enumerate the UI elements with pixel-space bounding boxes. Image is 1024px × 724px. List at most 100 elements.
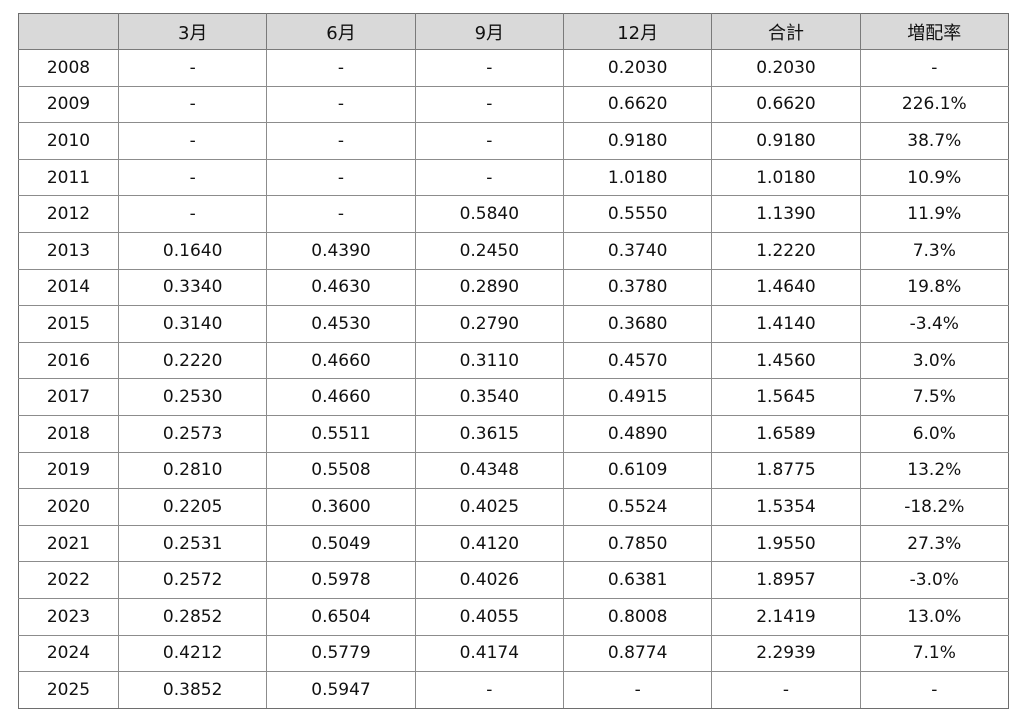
growth-rate-cell: 38.7% xyxy=(859,122,1009,160)
june-cell: - xyxy=(266,122,416,160)
march-cell: 0.2573 xyxy=(117,414,268,453)
june-cell: 0.4630 xyxy=(266,268,416,307)
table-row: 2020 0.2205 0.3600 0.4025 0.5524 1.5354 -18.2% xyxy=(18,488,1009,526)
june-cell: 0.4660 xyxy=(266,341,416,380)
year-cell: 2013 xyxy=(18,231,119,270)
growth-rate-cell: 7.5% xyxy=(859,378,1009,416)
september-cell: - xyxy=(414,158,564,197)
table-row: 2011- - -1.0180 1.0180 10.9% xyxy=(18,158,1009,197)
march-cell: 0.3340 xyxy=(117,268,268,307)
year-cell: 2017 xyxy=(18,378,119,416)
june-cell: - xyxy=(266,85,416,124)
september-cell: 0.3615 xyxy=(414,414,564,453)
total-cell: 1.9550 xyxy=(711,524,861,563)
march-cell: - xyxy=(117,122,268,160)
june-cell: 0.5511 xyxy=(266,414,416,453)
table-row: 2021 0.2531 0.5049 0.4120 0.7850 1.9550 27.3% xyxy=(18,524,1009,563)
growth-rate-cell: - xyxy=(859,671,1009,709)
march-cell: 0.2531 xyxy=(117,524,268,563)
growth-rate-cell: -3.4% xyxy=(859,305,1009,343)
december-cell: 0.6620 xyxy=(562,85,713,124)
header-row: 3月 6月 9月 12月 合計 増配率 xyxy=(18,13,1009,50)
table-body: 2008- - -0.2030 0.2030-2009- - -0.6620 0.6620 2… xyxy=(18,49,1009,709)
growth-rate-cell: 7.3% xyxy=(859,231,1009,270)
september-cell: 0.4026 xyxy=(414,561,564,599)
june-cell: 0.6504 xyxy=(266,597,416,636)
june-cell: 0.5779 xyxy=(266,634,416,673)
march-cell: 0.3852 xyxy=(117,671,268,709)
june-cell: - xyxy=(266,49,416,87)
september-cell: 0.3540 xyxy=(414,378,564,416)
september-cell: 0.4174 xyxy=(414,634,564,673)
september-cell: - xyxy=(414,85,564,124)
total-cell: 0.6620 xyxy=(711,85,861,124)
september-cell: 0.2450 xyxy=(414,231,564,270)
growth-rate-cell: 7.1% xyxy=(859,634,1009,673)
total-cell: 1.4560 xyxy=(711,341,861,380)
september-cell: 0.2890 xyxy=(414,268,564,307)
growth-rate-cell: 11.9% xyxy=(859,195,1009,233)
table-row: 2025 0.3852 0.5947- - - - xyxy=(18,671,1009,709)
december-cell: 0.5524 xyxy=(562,488,713,526)
year-cell: 2024 xyxy=(18,634,119,673)
year-cell: 2019 xyxy=(18,451,119,490)
september-cell: 0.4025 xyxy=(414,488,564,526)
header-june: 6月 xyxy=(266,13,416,50)
total-cell: 1.5645 xyxy=(711,378,861,416)
table-row: 2019 0.2810 0.5508 0.4348 0.6109 1.8775 13.2% xyxy=(18,451,1009,490)
june-cell: 0.5049 xyxy=(266,524,416,563)
growth-rate-cell: 13.0% xyxy=(859,597,1009,636)
growth-rate-cell: 10.9% xyxy=(859,158,1009,197)
table-row: 2022 0.2572 0.5978 0.4026 0.6381 1.8957 -3.0% xyxy=(18,561,1009,599)
december-cell: 0.4570 xyxy=(562,341,713,380)
march-cell: 0.2205 xyxy=(117,488,268,526)
growth-rate-cell: 27.3% xyxy=(859,524,1009,563)
september-cell: 0.4055 xyxy=(414,597,564,636)
march-cell: 0.2220 xyxy=(117,341,268,380)
december-cell: - xyxy=(562,671,713,709)
growth-rate-cell: 3.0% xyxy=(859,341,1009,380)
december-cell: 1.0180 xyxy=(562,158,713,197)
growth-rate-cell: 226.1% xyxy=(859,85,1009,124)
september-cell: - xyxy=(414,671,564,709)
march-cell: 0.2572 xyxy=(117,561,268,599)
june-cell: 0.4530 xyxy=(266,305,416,343)
year-cell: 2011 xyxy=(18,158,119,197)
growth-rate-cell: -3.0% xyxy=(859,561,1009,599)
december-cell: 0.4890 xyxy=(562,414,713,453)
december-cell: 0.7850 xyxy=(562,524,713,563)
year-cell: 2009 xyxy=(18,85,119,124)
march-cell: - xyxy=(117,195,268,233)
total-cell: 1.4140 xyxy=(711,305,861,343)
march-cell: 0.4212 xyxy=(117,634,268,673)
march-cell: - xyxy=(117,85,268,124)
december-cell: 0.3740 xyxy=(562,231,713,270)
table-row: 2024 0.4212 0.5779 0.4174 0.8774 2.2939 7.1% xyxy=(18,634,1009,673)
dividend-table: 3月 6月 9月 12月 合計 増配率 2008- - -0.2030 0.2030-… xyxy=(18,13,1009,709)
september-cell: 0.4348 xyxy=(414,451,564,490)
june-cell: - xyxy=(266,195,416,233)
table-row: 2013 0.1640 0.4390 0.2450 0.3740 1.2220 7.3% xyxy=(18,231,1009,270)
december-cell: 0.2030 xyxy=(562,49,713,87)
header-december: 12月 xyxy=(562,13,713,50)
growth-rate-cell: -18.2% xyxy=(859,488,1009,526)
total-cell: 2.1419 xyxy=(711,597,861,636)
year-cell: 2014 xyxy=(18,268,119,307)
june-cell: 0.3600 xyxy=(266,488,416,526)
year-cell: 2022 xyxy=(18,561,119,599)
table-row: 2015 0.3140 0.4530 0.2790 0.3680 1.4140 -3.4% xyxy=(18,305,1009,343)
header-total: 合計 xyxy=(711,13,861,50)
total-cell: 1.0180 xyxy=(711,158,861,197)
june-cell: 0.4660 xyxy=(266,378,416,416)
june-cell: 0.4390 xyxy=(266,231,416,270)
december-cell: 0.3680 xyxy=(562,305,713,343)
total-cell: 1.8957 xyxy=(711,561,861,599)
header-year-cell xyxy=(18,13,119,50)
header-march: 3月 xyxy=(117,13,268,50)
year-cell: 2015 xyxy=(18,305,119,343)
table-row: 2016 0.2220 0.4660 0.3110 0.4570 1.4560 3.0% xyxy=(18,341,1009,380)
june-cell: 0.5508 xyxy=(266,451,416,490)
september-cell: 0.4120 xyxy=(414,524,564,563)
december-cell: 0.8008 xyxy=(562,597,713,636)
total-cell: - xyxy=(711,671,861,709)
